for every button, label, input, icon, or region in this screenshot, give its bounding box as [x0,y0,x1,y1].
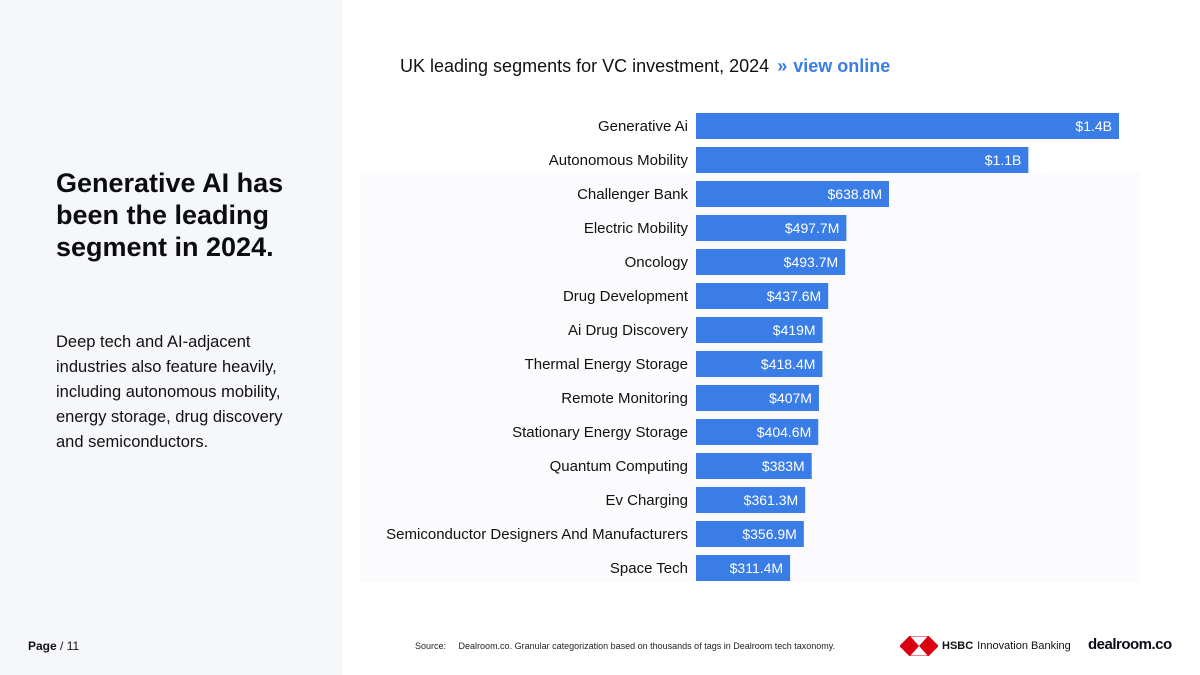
view-online-link[interactable]: view online [793,56,891,76]
value-label: $383M [762,458,805,474]
value-label: $311.4M [730,560,783,576]
category-label: Generative Ai [598,118,688,135]
category-label: Stationary Energy Storage [512,424,688,441]
category-label: Drug Development [563,288,689,305]
bar-chart: Generative Ai $1.4B Autonomous Mobility $1.… [360,113,1140,582]
value-label: $638.8M [828,186,882,202]
category-label: Remote Monitoring [561,390,688,407]
source-note: Source: Dealroom.co. Granular categoriza… [415,641,835,651]
category-label: Oncology [625,254,689,271]
chevron-double-right-icon: » [777,56,788,76]
chart-title: UK leading segments for VC investment, 2… [400,56,770,76]
value-label: $404.6M [757,424,811,440]
hsbc-sub: Innovation Banking [977,640,1071,652]
category-label: Autonomous Mobility [549,152,689,169]
source-text: Dealroom.co. Granular categorization bas… [458,641,836,651]
category-label: Thermal Energy Storage [525,356,688,373]
category-label: Semiconductor Designers And Manufacturer… [386,526,688,543]
value-label: $1.1B [985,152,1022,168]
hsbc-hexagon-icon [900,636,938,656]
category-label: Electric Mobility [584,220,689,237]
chart-header: UK leading segments for VC investment, 2… [400,56,890,77]
bar[interactable] [696,181,890,207]
bar[interactable] [696,113,1119,139]
hsbc-logo: HSBC Innovation Banking [900,636,1071,656]
left-panel: Generative AI has been the leading segme… [0,0,342,675]
bar[interactable] [696,555,791,581]
page-number: Page / 11 [28,639,79,653]
dealroom-logo: dealroom.co [1088,636,1172,653]
headline: Generative AI has been the leading segme… [56,168,284,262]
value-label: $356.9M [742,526,796,542]
value-label: $437.6M [767,288,821,304]
page-count: / 11 [60,639,80,653]
bar[interactable] [696,453,812,479]
value-label: $1.4B [1075,118,1112,134]
bar[interactable] [696,147,1029,173]
category-label: Ev Charging [605,492,688,509]
value-label: $493.7M [784,254,838,270]
value-label: $407M [769,390,812,406]
source-label: Source: [415,641,447,651]
bar[interactable] [696,385,819,411]
bar[interactable] [696,249,846,275]
bar[interactable] [696,419,819,445]
value-label: $361.3M [744,492,798,508]
category-label: Quantum Computing [550,458,688,475]
category-label: Space Tech [610,560,688,577]
value-label: $497.7M [785,220,839,236]
category-label: Ai Drug Discovery [568,322,689,339]
category-label: Challenger Bank [577,186,688,203]
bar[interactable] [696,351,823,377]
bar[interactable] [696,317,823,343]
value-label: $419M [773,322,816,338]
bar[interactable] [696,487,806,513]
page-label: Page [28,639,57,653]
value-label: $418.4M [761,356,815,372]
body-text: Deep tech and AI-adjacent industries als… [56,333,283,451]
bar[interactable] [696,215,847,241]
bar[interactable] [696,283,829,309]
bar[interactable] [696,521,804,547]
hsbc-brand: HSBC [942,640,974,652]
